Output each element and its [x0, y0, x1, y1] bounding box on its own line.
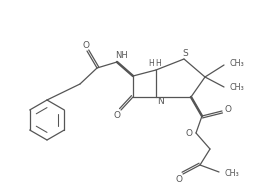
Text: CH₃: CH₃	[225, 170, 239, 179]
Text: O: O	[185, 129, 193, 138]
Text: S: S	[182, 49, 188, 57]
Text: O: O	[224, 105, 231, 114]
Text: O: O	[176, 175, 183, 184]
Text: N: N	[158, 98, 164, 107]
Text: O: O	[113, 111, 120, 119]
Text: CH₃: CH₃	[230, 60, 244, 69]
Text: CH₃: CH₃	[230, 84, 244, 93]
Text: H: H	[148, 59, 154, 68]
Text: NH: NH	[115, 51, 127, 60]
Text: H: H	[155, 59, 161, 68]
Text: O: O	[83, 41, 89, 50]
